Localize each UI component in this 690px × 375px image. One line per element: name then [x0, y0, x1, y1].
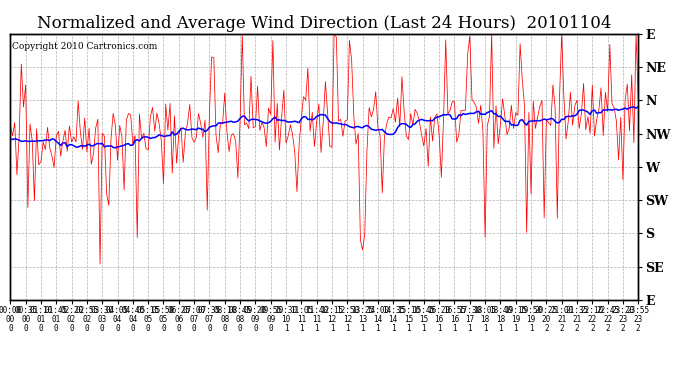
Title: Normalized and Average Wind Direction (Last 24 Hours)  20101104: Normalized and Average Wind Direction (L…	[37, 15, 611, 32]
Text: Copyright 2010 Cartronics.com: Copyright 2010 Cartronics.com	[12, 42, 157, 51]
